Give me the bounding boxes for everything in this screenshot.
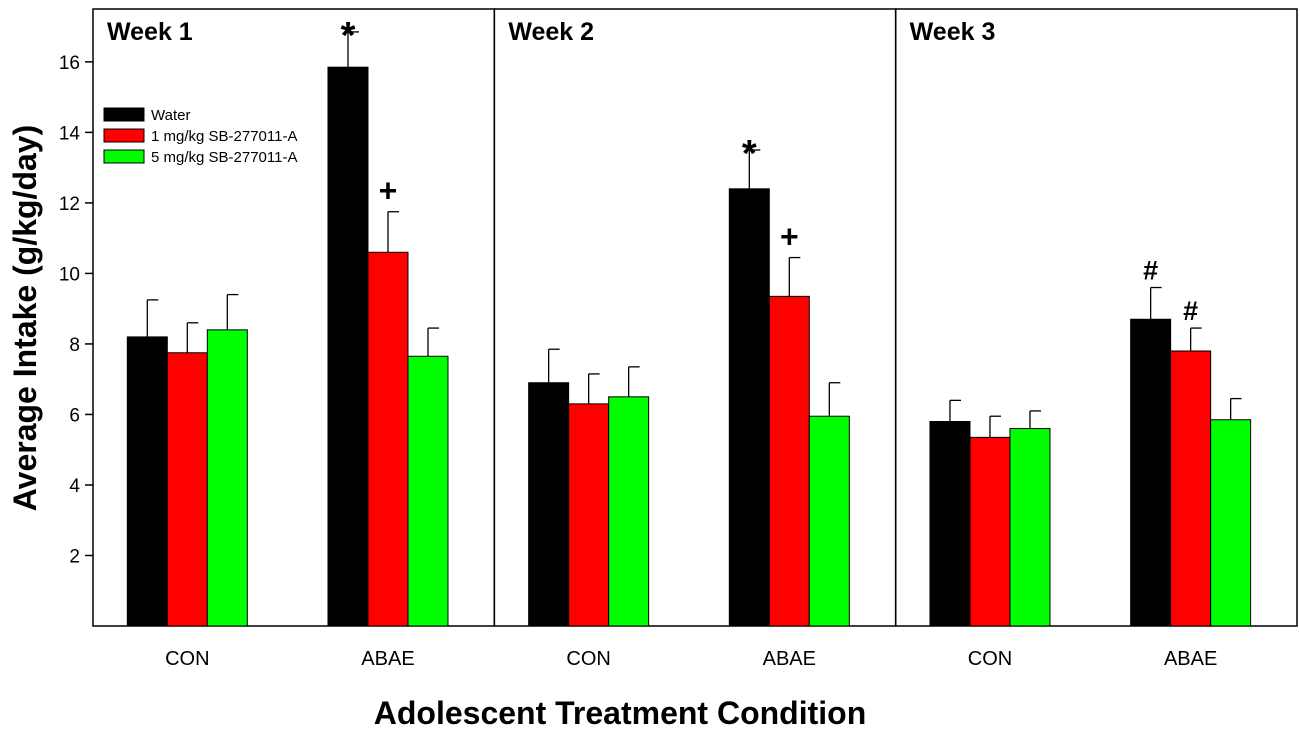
x-tick-label: CON bbox=[566, 648, 610, 670]
bar bbox=[407, 355, 449, 627]
bar bbox=[768, 295, 810, 627]
significance-marker: * bbox=[742, 133, 757, 175]
panel-frame bbox=[894, 8, 1298, 627]
bar bbox=[1009, 428, 1051, 627]
bar bbox=[327, 66, 369, 627]
y-axis-title: Average Intake (g/kg/day) bbox=[7, 125, 43, 512]
legend-swatch bbox=[103, 149, 145, 164]
panel-title: Week 2 bbox=[508, 18, 594, 46]
bar bbox=[1210, 419, 1252, 627]
x-tick-label: ABAE bbox=[361, 648, 414, 670]
legend-label: 1 mg/kg SB-277011-A bbox=[151, 128, 297, 145]
y-tick-label: 16 bbox=[59, 53, 80, 74]
bar bbox=[728, 188, 770, 627]
x-tick-label: ABAE bbox=[1164, 648, 1217, 670]
x-tick-label: CON bbox=[968, 648, 1012, 670]
bar bbox=[808, 415, 850, 627]
panel-title: Week 3 bbox=[910, 18, 996, 46]
bar bbox=[568, 403, 610, 627]
y-tick-label: 4 bbox=[69, 476, 80, 497]
y-tick-label: 12 bbox=[59, 194, 80, 215]
x-axis-title: Adolescent Treatment Condition bbox=[374, 695, 866, 731]
legend-label: Water bbox=[151, 107, 190, 124]
bar bbox=[367, 251, 409, 627]
bar bbox=[608, 396, 650, 627]
significance-marker: * bbox=[341, 15, 356, 57]
y-tick-label: 2 bbox=[69, 546, 80, 567]
y-tick-label: 14 bbox=[59, 123, 81, 144]
bar bbox=[1130, 318, 1172, 627]
significance-marker: # bbox=[1183, 296, 1198, 326]
bar bbox=[528, 382, 570, 627]
legend-label: 5 mg/kg SB-277011-A bbox=[151, 149, 297, 166]
bar bbox=[1170, 350, 1212, 627]
significance-marker: + bbox=[780, 219, 799, 255]
y-tick-label: 10 bbox=[59, 264, 80, 285]
x-tick-label: CON bbox=[165, 648, 209, 670]
legend-swatch bbox=[103, 107, 145, 122]
bar bbox=[166, 352, 208, 627]
bar bbox=[929, 421, 971, 627]
significance-marker: # bbox=[1143, 256, 1158, 286]
y-tick-label: 8 bbox=[69, 335, 80, 356]
y-tick-label: 6 bbox=[69, 405, 80, 426]
bar bbox=[126, 336, 168, 627]
bar bbox=[969, 436, 1011, 627]
x-tick-label: ABAE bbox=[763, 648, 816, 670]
panel-title: Week 1 bbox=[107, 18, 193, 46]
legend-swatch bbox=[103, 128, 145, 143]
bar bbox=[206, 329, 248, 627]
significance-marker: + bbox=[379, 173, 398, 209]
